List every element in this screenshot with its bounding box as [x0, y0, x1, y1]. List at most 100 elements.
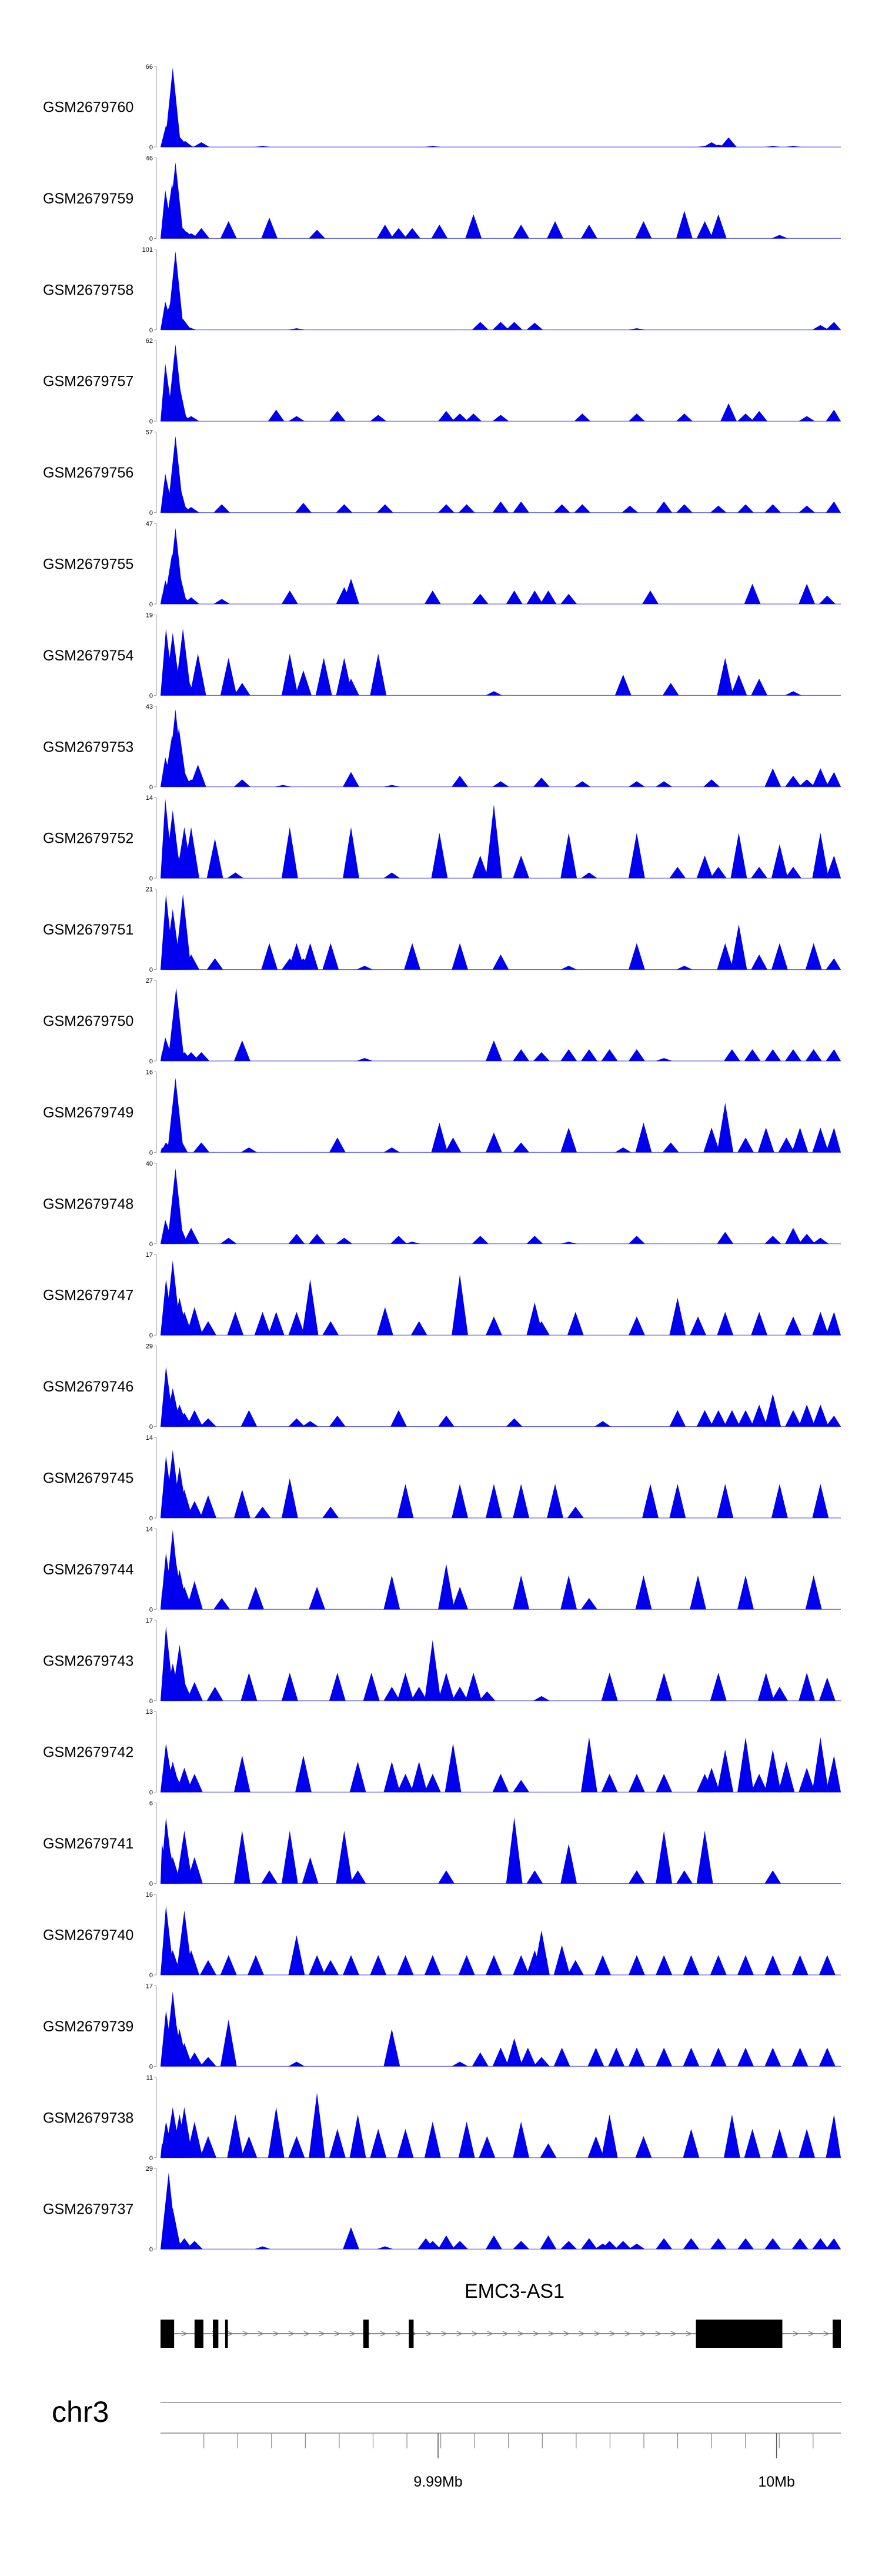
coverage-peak: [656, 781, 673, 787]
track-ymin-label: 0: [149, 1881, 153, 1888]
coverage-peak: [622, 505, 639, 513]
track-ymin-label: 0: [149, 601, 153, 608]
coverage-peak: [799, 2128, 816, 2158]
coverage-peak: [479, 2135, 496, 2158]
coverage-peak: [213, 1598, 230, 1610]
coverage-peak: [737, 1737, 754, 1793]
coverage-peak: [669, 866, 686, 879]
coverage-peak: [720, 137, 737, 147]
coverage-peak: [183, 827, 199, 879]
coverage-peak: [183, 1227, 199, 1244]
coverage-peak: [587, 2135, 604, 2158]
coverage-peak: [744, 583, 761, 604]
coverage-peak: [696, 1410, 713, 1427]
coverage-peak: [764, 504, 781, 513]
strand-arrow-icon: >: [441, 2328, 447, 2340]
coverage-peak: [519, 2047, 536, 2067]
coverage-peak: [363, 1673, 380, 1701]
coverage-peak: [445, 1137, 462, 1153]
track-label: GSM2679758: [43, 282, 133, 298]
coverage-peak: [533, 778, 550, 787]
coverage-peak: [390, 228, 407, 239]
coverage-peak: [186, 2052, 203, 2067]
coverage-peak: [730, 833, 747, 879]
track-label: GSM2679745: [43, 1470, 133, 1487]
coverage-peak: [601, 2114, 618, 2158]
track-label: GSM2679749: [43, 1105, 133, 1121]
coverage-peak: [329, 411, 346, 422]
coverage-peak: [431, 833, 448, 879]
coverage-peak: [526, 322, 543, 330]
coverage-peak: [206, 838, 223, 879]
coverage-peak: [676, 1870, 693, 1884]
coverage-peak: [268, 1312, 285, 1336]
coverage-peak: [785, 1227, 801, 1244]
coverage-peak: [254, 1312, 271, 1336]
coverage-peak: [171, 382, 188, 422]
coverage-peak: [730, 674, 747, 696]
coverage-peak: [183, 507, 199, 513]
coverage-peak: [315, 658, 332, 696]
track-ymin-label: 0: [149, 2063, 153, 2070]
coverage-peak: [178, 674, 195, 696]
coverage-peak: [458, 1955, 475, 1975]
gene-exon: [161, 2320, 175, 2348]
coverage-peak: [513, 1955, 530, 1975]
coverage-peak: [710, 1410, 727, 1427]
coverage-peak: [438, 504, 455, 513]
coverage-peak: [486, 1955, 502, 1975]
coverage-peak: [186, 1581, 203, 1610]
coverage-peak: [438, 1673, 455, 1701]
coverage-peak: [826, 1415, 841, 1427]
coverage-peak: [717, 1103, 734, 1153]
track-ymax-label: 27: [146, 977, 153, 985]
coverage-peak: [233, 1830, 250, 1884]
track-ymax-label: 101: [142, 246, 153, 253]
coverage-peak: [261, 1870, 278, 1884]
coverage-peak: [662, 1142, 679, 1153]
coverage-peak: [213, 504, 230, 513]
coverage-peak: [376, 224, 393, 239]
coverage-peak: [560, 1127, 577, 1153]
coverage-peak: [200, 2057, 216, 2067]
coverage-peak: [629, 1870, 645, 1884]
coverage-peak: [186, 1307, 203, 1336]
coverage-peak: [343, 578, 359, 604]
coverage-peak: [560, 593, 577, 604]
coverage-peak: [744, 1049, 761, 1061]
coverage-peak: [683, 2128, 700, 2158]
coverage-peak: [553, 1945, 570, 1975]
track-label: GSM2679757: [43, 373, 133, 390]
coverage-peak: [662, 683, 679, 696]
coverage-peak: [710, 1955, 727, 1975]
track-label: GSM2679751: [43, 922, 133, 938]
coverage-peak: [826, 1049, 841, 1061]
coverage-peak: [295, 670, 312, 696]
coverage-peak: [560, 1575, 577, 1610]
coverage-peak: [826, 1312, 841, 1336]
coverage-peak: [164, 68, 181, 147]
coverage-peak: [533, 2057, 550, 2067]
coverage-peak: [281, 1478, 298, 1518]
coverage-peak: [764, 1393, 781, 1427]
track-GSM2679747: 17 0 GSM2679747: [43, 1252, 841, 1339]
track-ymin-label: 0: [149, 1241, 153, 1248]
coverage-peak: [771, 844, 788, 879]
coverage-peak: [492, 2047, 509, 2067]
coverage-peak: [176, 1767, 193, 1793]
coverage-peak: [452, 413, 468, 422]
track-ymin-label: 0: [149, 692, 153, 699]
coverage-peak: [669, 1297, 686, 1336]
coverage-peak: [370, 653, 387, 696]
coverage-peak: [302, 943, 319, 970]
coverage-peak: [656, 2238, 673, 2250]
coverage-peak: [560, 966, 577, 970]
strand-arrow-icon: >: [793, 2328, 799, 2340]
coverage-peak: [302, 1421, 319, 1427]
coverage-peak: [629, 943, 645, 970]
coverage-peak: [812, 1484, 829, 1518]
coverage-peak: [288, 328, 305, 330]
coverage-peak: [581, 1598, 597, 1610]
track-ymax-label: 11: [146, 2074, 153, 2081]
coverage-peak: [560, 2241, 577, 2250]
